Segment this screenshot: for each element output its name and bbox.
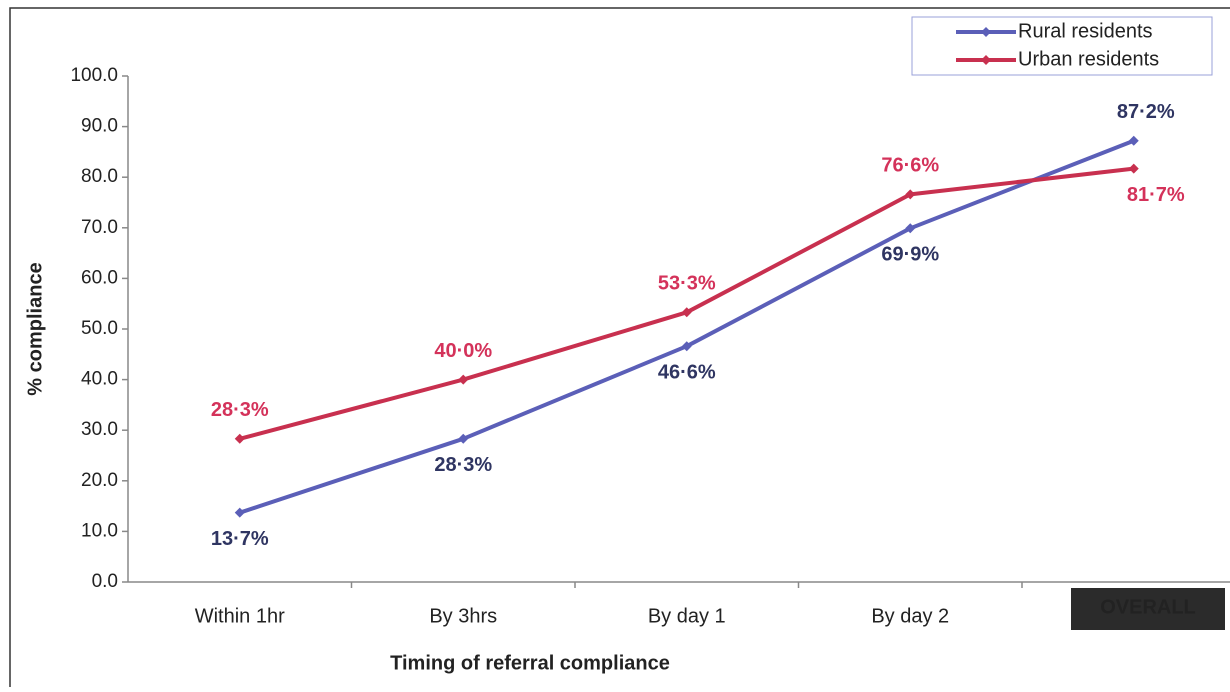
y-tick-label: 100.0 <box>70 65 118 86</box>
chart-border <box>9 7 1230 692</box>
data-label: 76·6% <box>881 155 939 177</box>
data-label: 40·0% <box>434 340 492 362</box>
y-tick-label: 80.0 <box>81 166 118 187</box>
legend-box <box>911 16 1213 76</box>
y-tick-label: 20.0 <box>81 470 118 491</box>
point-marker <box>1128 135 1139 146</box>
x-tick-label: By 3hrs <box>429 605 497 627</box>
legend-marker <box>981 55 991 65</box>
x-tick-label: By day 1 <box>648 605 726 627</box>
legend-label: Urban residents <box>1018 48 1159 70</box>
data-label: 13·7% <box>211 528 269 550</box>
series-line <box>239 166 1134 441</box>
data-label: 69·9% <box>881 244 939 266</box>
y-tick-label: 10.0 <box>81 520 118 541</box>
overall-highlight <box>1071 588 1225 630</box>
y-tick-label: 60.0 <box>81 267 118 288</box>
data-label: 46·6% <box>658 361 716 383</box>
x-tick-label: By day 2 <box>871 605 949 627</box>
point-marker <box>458 433 469 444</box>
point-marker <box>458 374 469 385</box>
x-tick-label: Within 1hr <box>195 605 285 627</box>
data-label: 81·7% <box>1127 184 1185 206</box>
y-tick-label: 30.0 <box>81 419 118 440</box>
y-tick-label: 50.0 <box>81 318 118 339</box>
y-axis-title: % compliance <box>24 262 46 395</box>
y-tick-label: 90.0 <box>81 116 118 137</box>
point-marker <box>681 307 692 318</box>
point-marker <box>681 341 692 352</box>
series-line <box>239 138 1135 515</box>
x-tick-label: OVERALL <box>1100 596 1196 618</box>
data-label: 28·3% <box>434 454 492 476</box>
data-label: 87·2% <box>1117 101 1175 123</box>
y-tick-label: 40.0 <box>81 369 118 390</box>
legend-label: Rural residents <box>1018 20 1153 42</box>
data-label: 28·3% <box>211 399 269 421</box>
point-marker <box>1128 163 1139 174</box>
point-marker <box>905 223 916 234</box>
x-axis-title: Timing of referral compliance <box>390 652 670 674</box>
data-label: 53·3% <box>658 273 716 295</box>
point-marker <box>234 507 245 518</box>
point-marker <box>905 189 916 200</box>
y-tick-label: 0.0 <box>92 571 118 592</box>
point-marker <box>234 433 245 444</box>
legend-marker <box>981 27 991 37</box>
y-tick-label: 70.0 <box>81 217 118 238</box>
